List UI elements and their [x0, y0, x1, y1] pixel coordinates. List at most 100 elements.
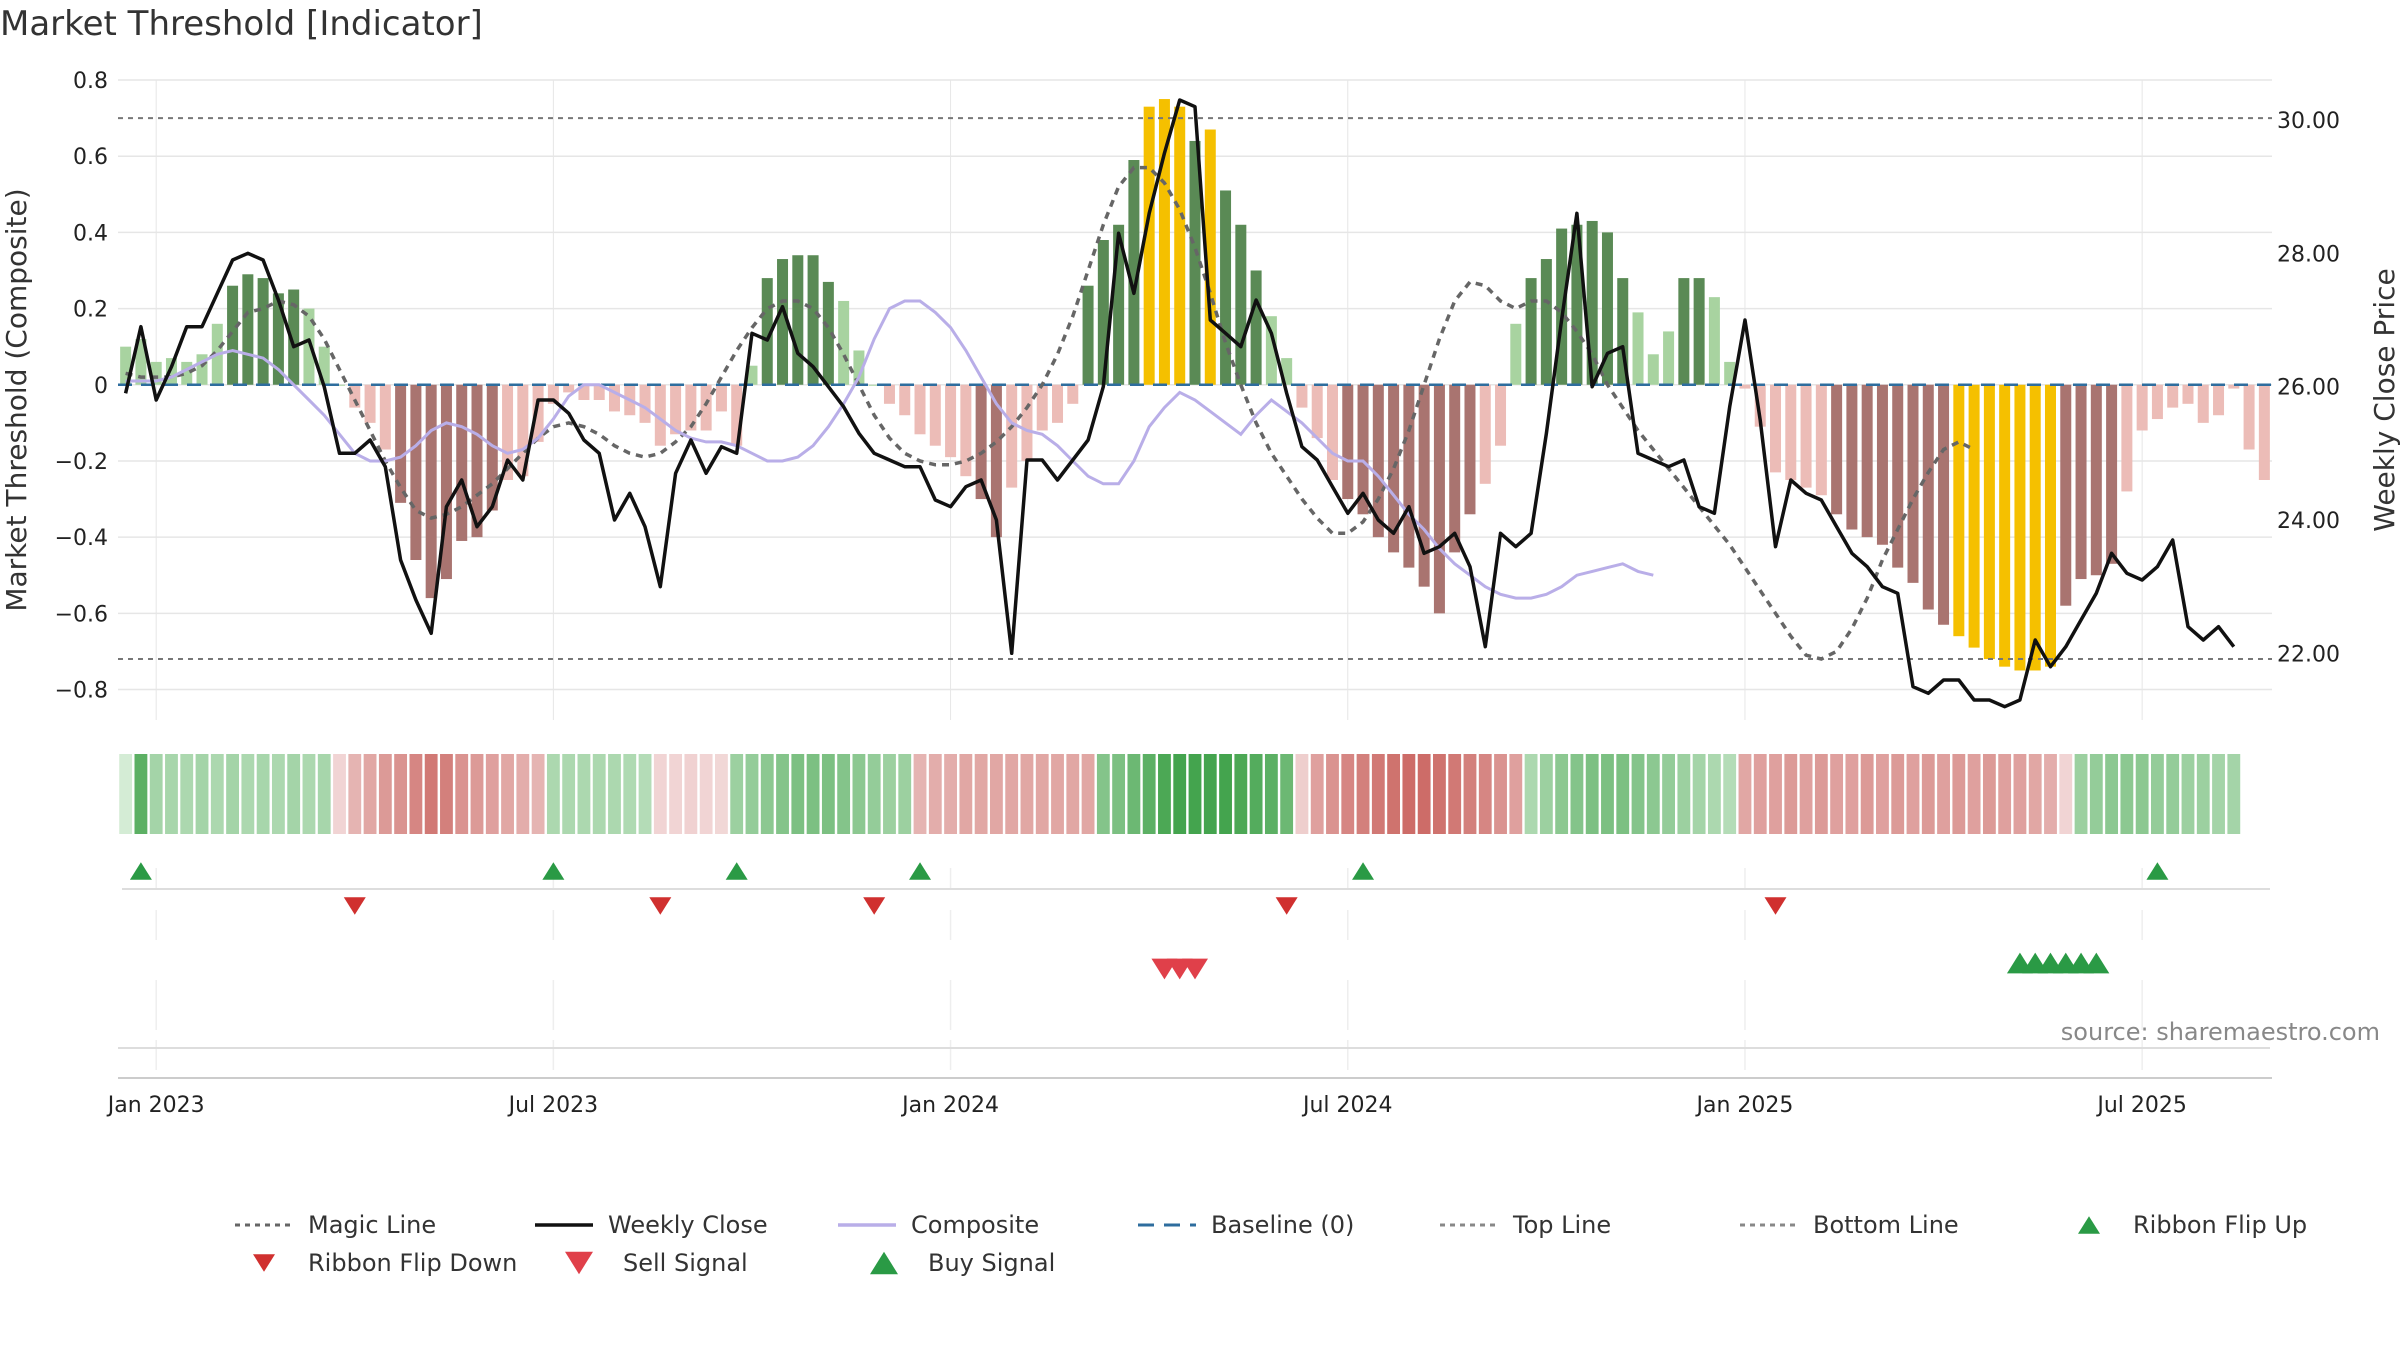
composite-bar — [1449, 384, 1461, 553]
composite-bar — [547, 384, 559, 404]
ribbon-cell — [1173, 754, 1187, 834]
reference-lines — [118, 117, 2272, 661]
composite-bar — [318, 346, 330, 385]
composite-bar — [502, 384, 514, 480]
composite-bar — [639, 384, 651, 423]
ribbon-cell — [1005, 754, 1019, 834]
composite-bar — [334, 384, 346, 386]
composite-bar — [1433, 384, 1445, 614]
composite-bar — [1785, 384, 1797, 480]
legend-item: Sell Signal — [565, 1249, 748, 1277]
composite-bar — [654, 384, 666, 446]
y-tick-label: −0.4 — [55, 526, 108, 551]
composite-bar — [2121, 384, 2133, 492]
ribbon-cell — [1494, 754, 1507, 834]
ribbon-flip-down-marker — [343, 897, 366, 915]
ribbon-cell — [1631, 754, 1645, 834]
ribbon-cell — [1524, 754, 1538, 834]
legend-item: Ribbon Flip Down — [253, 1249, 517, 1277]
composite-bar — [1663, 331, 1675, 385]
ribbon-cell — [2074, 754, 2088, 834]
ribbon-cell — [1478, 754, 1492, 834]
ribbon-cell — [1799, 754, 1813, 834]
ribbon-cell — [1937, 754, 1950, 834]
composite-bar — [1189, 140, 1201, 385]
composite-bar — [899, 384, 911, 416]
composite-bar — [1922, 384, 1934, 610]
series-lines — [123, 98, 2236, 709]
composite-bar — [2060, 384, 2072, 606]
composite-bar — [1525, 278, 1537, 385]
composite-bar — [379, 384, 391, 450]
ribbon-cell — [1280, 754, 1294, 834]
composite-bar — [746, 365, 758, 385]
legend-label: Ribbon Flip Up — [2133, 1211, 2307, 1239]
x-tick-label: Jul 2025 — [2095, 1093, 2187, 1118]
composite-bar — [1326, 384, 1338, 480]
signal-rows — [118, 862, 2270, 1070]
y-tick-label: −0.2 — [55, 450, 108, 475]
ribbon-cell — [684, 754, 698, 834]
composite-bar — [1632, 312, 1644, 385]
ribbon-flip-down-marker — [1764, 897, 1787, 915]
ribbon-cell — [363, 754, 377, 834]
ribbon-cell — [271, 754, 285, 834]
ribbon-flip-up-marker — [1352, 862, 1375, 880]
composite-bar — [150, 361, 162, 385]
sell-signal-marker — [1182, 958, 1208, 980]
composite-bar — [1815, 384, 1827, 496]
ribbon-cell — [516, 754, 530, 834]
composite-bar — [395, 384, 407, 503]
composite-bar — [1708, 297, 1720, 385]
ribbon-cell — [1417, 754, 1431, 834]
composite-bar — [822, 281, 834, 385]
composite-bar — [1586, 220, 1598, 385]
ribbon-cell — [1051, 754, 1064, 834]
ribbon-cell — [1356, 754, 1370, 834]
ribbon-cell — [791, 754, 805, 834]
composite-bar — [1403, 384, 1415, 568]
composite-bar — [1953, 384, 1965, 637]
ribbon-cell — [1677, 754, 1691, 834]
ribbon-cell — [1570, 754, 1584, 834]
legend-label: Baseline (0) — [1211, 1211, 1354, 1239]
composite-bar — [975, 384, 987, 500]
ribbon-cell — [1784, 754, 1798, 834]
ribbon-cell — [1188, 754, 1202, 834]
legend-item: Magic Line — [235, 1211, 436, 1239]
ribbon-cell — [2227, 754, 2241, 834]
ribbon-cell — [134, 754, 148, 834]
legend-label: Buy Signal — [928, 1249, 1055, 1277]
composite-bar — [2029, 384, 2041, 671]
ribbon-cell — [1509, 754, 1523, 834]
y2-axis-title: Weekly Close Price — [2368, 268, 2400, 531]
ribbon-cell — [1433, 754, 1446, 834]
ribbon-cell — [1707, 754, 1721, 834]
legend-label: Weekly Close — [608, 1211, 768, 1239]
composite-bar — [1372, 384, 1384, 538]
ribbon-cell — [1906, 754, 1920, 834]
composite-bar — [1357, 384, 1369, 515]
composite-bar — [1754, 384, 1766, 427]
source-note: source: sharemaestro.com — [2061, 1018, 2380, 1046]
ribbon-flip-up-marker — [909, 862, 932, 880]
composite-bar — [593, 384, 605, 400]
ribbon-flip-up-marker — [725, 862, 748, 880]
composite-bar — [1220, 190, 1232, 385]
composite-bar — [1021, 384, 1033, 461]
ribbon-cell — [1845, 754, 1859, 834]
ribbon-cell — [546, 754, 560, 834]
ribbon-cell — [562, 754, 576, 834]
composite-bar — [563, 384, 575, 393]
ribbon-cell — [1463, 754, 1477, 834]
ribbon-cell — [394, 754, 408, 834]
composite-bar — [960, 384, 972, 477]
composite-bar — [425, 384, 437, 599]
composite-bar — [1983, 384, 1995, 660]
composite-bar — [2090, 384, 2102, 576]
composite-bar — [349, 384, 361, 408]
legend-item: Composite — [838, 1211, 1039, 1239]
composite-bar — [2151, 384, 2163, 420]
ribbon-cell — [470, 754, 484, 834]
composite-bar — [608, 384, 620, 412]
